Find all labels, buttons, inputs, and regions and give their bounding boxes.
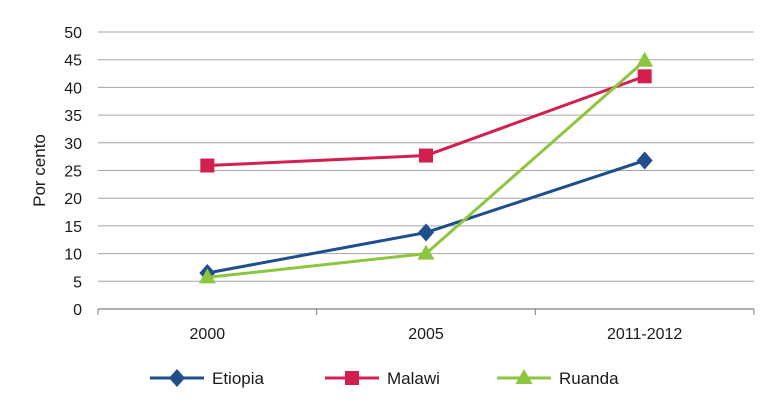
x-tick-label: 2011-2012	[607, 326, 682, 343]
legend-marker-etiopia	[169, 369, 185, 387]
y-tick-label: 0	[73, 302, 82, 319]
y-tick-label: 35	[64, 108, 82, 125]
y-tick-label: 5	[73, 274, 82, 291]
data-point-ruanda	[198, 268, 216, 284]
data-point-malawi	[637, 69, 652, 84]
x-tick-label: 2005	[408, 326, 444, 343]
data-point-ruanda	[417, 244, 435, 260]
y-axis-ticks: 0 5 10 15 20 25 30 35 40 45 50	[64, 25, 82, 319]
legend-label: Ruanda	[559, 369, 619, 388]
legend-item-malawi: Malawi	[325, 369, 440, 388]
y-tick-label: 15	[64, 219, 82, 236]
series-lines	[198, 51, 654, 284]
y-tick-label: 30	[64, 136, 82, 153]
legend-item-ruanda: Ruanda	[497, 369, 619, 388]
y-tick-label: 10	[64, 247, 82, 264]
series-ruanda	[198, 51, 654, 284]
legend-item-etiopia: Etiopia	[150, 369, 265, 388]
data-point-malawi	[419, 148, 433, 163]
y-tick-label: 50	[64, 25, 82, 42]
y-tick-label: 40	[64, 80, 82, 97]
legend-marker-ruanda	[515, 369, 533, 384]
legend: Etiopia Malawi Ruanda	[150, 369, 619, 388]
legend-marker-malawi	[345, 371, 359, 385]
series-etiopia	[199, 151, 653, 282]
x-tick-label: 2000	[190, 326, 226, 343]
gridlines	[98, 31, 754, 310]
legend-label: Etiopia	[212, 369, 265, 388]
y-tick-label: 20	[64, 191, 82, 208]
y-tick-label: 45	[64, 53, 82, 70]
data-point-etiopia	[636, 151, 653, 170]
legend-label: Malawi	[387, 369, 440, 388]
data-point-etiopia	[418, 223, 434, 242]
y-tick-label: 25	[64, 164, 82, 181]
data-point-malawi	[200, 158, 215, 173]
series-malawi	[200, 69, 652, 173]
data-point-ruanda	[636, 51, 654, 67]
x-axis-ticks: 2000 2005 2011-2012	[97, 309, 755, 343]
y-axis-title: Por cento	[30, 134, 49, 207]
